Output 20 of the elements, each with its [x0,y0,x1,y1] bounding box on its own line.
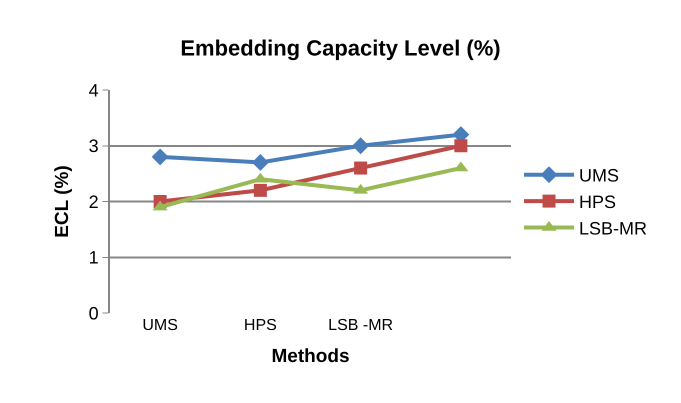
legend-label: LSB-MR [579,218,648,239]
point [254,184,267,197]
point [352,137,370,154]
legend-label: HPS [579,192,616,212]
y-tick-label: 3 [88,136,99,156]
y-tick-label: 2 [88,192,99,212]
x-tick-label: UMS [142,317,178,334]
x-tick-label: HPS [244,317,277,334]
x-axis-title: Methods [271,346,350,367]
point [354,162,368,175]
point [152,148,169,166]
y-tick-label: 1 [88,248,99,268]
point [454,139,468,152]
x-tick-label: LSB -MR [328,317,394,334]
chart-title: Embedding Capacity Level (%) [180,36,501,61]
y-tick-label: 0 [88,303,99,324]
point [252,154,269,171]
y-tick-label: 4 [88,80,99,100]
y-axis-title: ECL (%) [52,165,73,238]
legend-label: UMS [579,166,620,186]
